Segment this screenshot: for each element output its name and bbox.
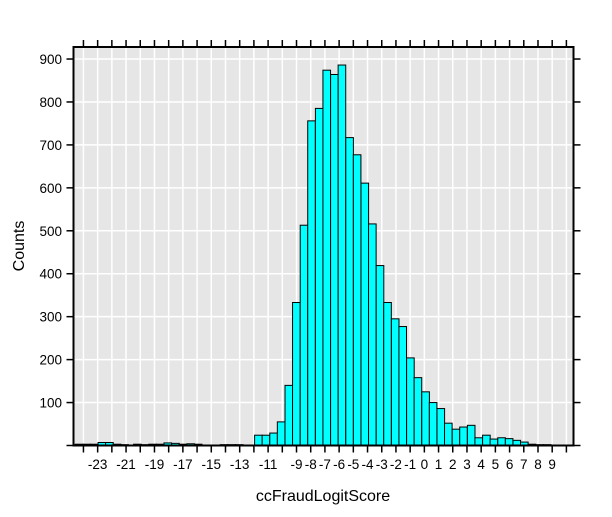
x-tick-label: -4 — [362, 457, 374, 472]
histogram-bar — [307, 120, 316, 446]
y-tick-label: 600 — [39, 181, 62, 196]
y-tick-label: 400 — [39, 267, 62, 282]
x-tick-label: -11 — [259, 457, 278, 472]
x-tick-label: -8 — [305, 457, 317, 472]
histogram-bar — [337, 64, 347, 447]
x-tick-label: 3 — [463, 457, 471, 472]
histogram-bar — [261, 434, 271, 447]
x-tick-label: -23 — [88, 457, 108, 472]
y-tick-label: 100 — [39, 396, 62, 411]
x-tick-label: 2 — [449, 457, 457, 472]
histogram-bar — [276, 421, 286, 447]
histogram-bar — [330, 73, 339, 446]
histogram-bar — [314, 107, 324, 446]
histogram-bar — [428, 402, 438, 447]
y-tick-label: 900 — [39, 52, 62, 67]
y-tick-label: 300 — [39, 310, 62, 325]
y-tick-label: 200 — [39, 353, 62, 368]
histogram-bar — [406, 357, 415, 447]
x-tick-label: 9 — [548, 457, 556, 472]
x-tick-label: -1 — [404, 457, 416, 472]
histogram-bar — [299, 224, 309, 446]
histogram-bar — [322, 69, 332, 447]
y-axis-title: Counts — [11, 220, 28, 272]
histogram-bar — [466, 424, 476, 447]
x-axis-title: ccFraudLogitScore — [255, 488, 391, 505]
histogram-bar — [451, 428, 461, 446]
x-tick-label: -17 — [173, 457, 193, 472]
histogram-bar — [436, 408, 446, 446]
x-tick-label: -6 — [333, 457, 345, 472]
histogram-bar — [345, 137, 354, 447]
plot-border — [72, 46, 575, 447]
histogram-bar — [398, 326, 408, 446]
histogram-bar — [497, 437, 506, 447]
histogram-bar — [292, 302, 301, 447]
histogram-bar — [383, 302, 392, 447]
y-tick-label: 700 — [39, 138, 62, 153]
histogram-bar — [390, 318, 400, 446]
x-tick-label: -13 — [230, 457, 250, 472]
x-tick-label: -15 — [202, 457, 222, 472]
histogram-bar — [368, 223, 377, 446]
histogram-bar — [504, 438, 514, 446]
x-tick-label: -2 — [390, 457, 402, 472]
x-tick-label: 6 — [506, 457, 514, 472]
histogram-bar — [459, 426, 468, 447]
x-tick-label: -3 — [376, 457, 388, 472]
y-tick-label: 500 — [39, 224, 62, 239]
x-tick-label: 0 — [421, 457, 429, 472]
x-tick-label: 4 — [477, 457, 485, 472]
x-tick-label: -19 — [145, 457, 165, 472]
x-tick-label: -21 — [116, 457, 136, 472]
histogram-bar — [482, 434, 491, 447]
x-tick-label: 5 — [492, 457, 500, 472]
x-tick-label: -7 — [319, 457, 331, 472]
x-tick-label: 7 — [520, 457, 528, 472]
histogram-bar — [284, 384, 294, 447]
x-tick-label: -9 — [291, 457, 303, 472]
histogram-bar — [269, 432, 278, 446]
x-tick-label: 1 — [435, 457, 443, 472]
histogram-bar — [360, 182, 370, 446]
histogram-bar — [474, 437, 484, 447]
histogram-bar — [421, 391, 430, 446]
y-tick-label: 800 — [39, 95, 62, 110]
histogram-bar — [444, 422, 453, 446]
x-tick-label: 8 — [534, 457, 542, 472]
histogram-bar — [375, 265, 385, 446]
histogram-bar — [352, 154, 362, 447]
x-tick-label: -5 — [347, 457, 359, 472]
histogram-bar — [413, 377, 423, 447]
histogram-bar — [254, 434, 263, 447]
